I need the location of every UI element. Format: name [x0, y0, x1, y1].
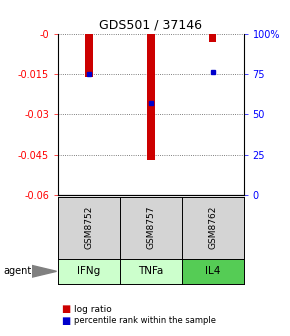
Text: ■: ■	[61, 316, 70, 326]
Text: GSM8762: GSM8762	[208, 206, 217, 249]
Text: IL4: IL4	[205, 266, 220, 276]
Text: GSM8752: GSM8752	[84, 206, 93, 249]
Text: IFNg: IFNg	[77, 266, 101, 276]
Text: agent: agent	[3, 266, 31, 276]
Bar	[147, 34, 155, 160]
Text: GSM8757: GSM8757	[146, 206, 155, 249]
Polygon shape	[32, 265, 57, 277]
Bar	[209, 34, 216, 42]
Text: ■: ■	[61, 304, 70, 314]
Title: GDS501 / 37146: GDS501 / 37146	[99, 18, 202, 31]
Text: TNFa: TNFa	[138, 266, 164, 276]
Text: log ratio: log ratio	[74, 305, 112, 313]
Bar	[85, 34, 93, 77]
Text: percentile rank within the sample: percentile rank within the sample	[74, 317, 216, 325]
